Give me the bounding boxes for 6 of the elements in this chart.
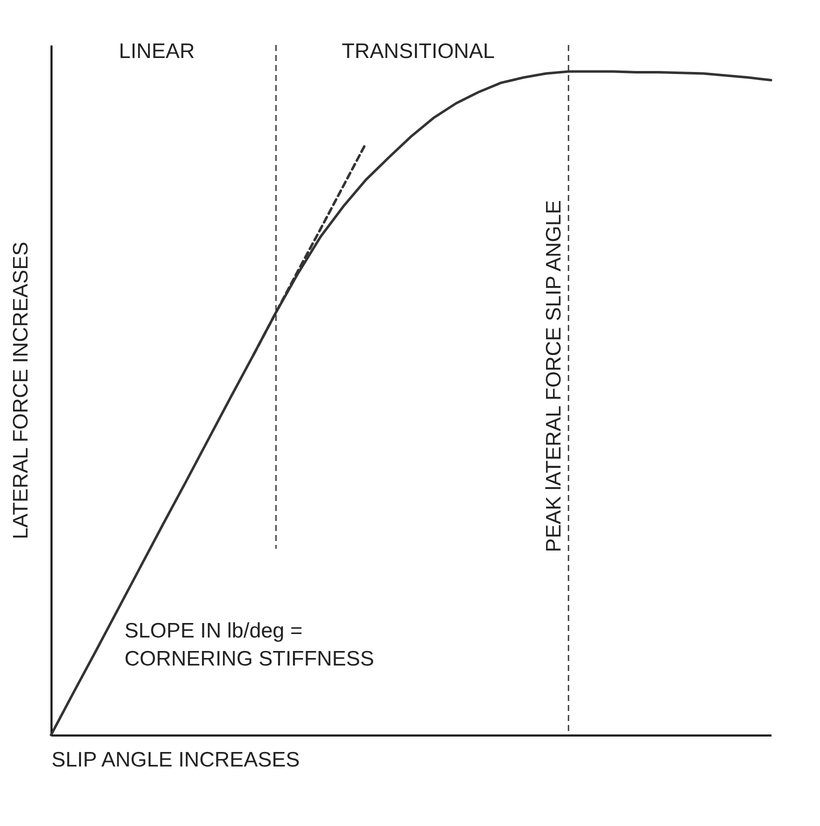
x-axis-title: SLIP ANGLE INCREASES <box>52 748 300 772</box>
annotation: PEAK lATERAL FORCE SLIP ANGLE <box>542 200 566 552</box>
text: LINEAR <box>118 40 195 63</box>
text: TRANSITIONAL <box>342 40 495 63</box>
annotation: SLOPE IN lb/deg = CORNERING STIFFNESS <box>124 620 374 670</box>
y-axis-title: LATERAL FORCE INCREASES <box>10 242 32 540</box>
